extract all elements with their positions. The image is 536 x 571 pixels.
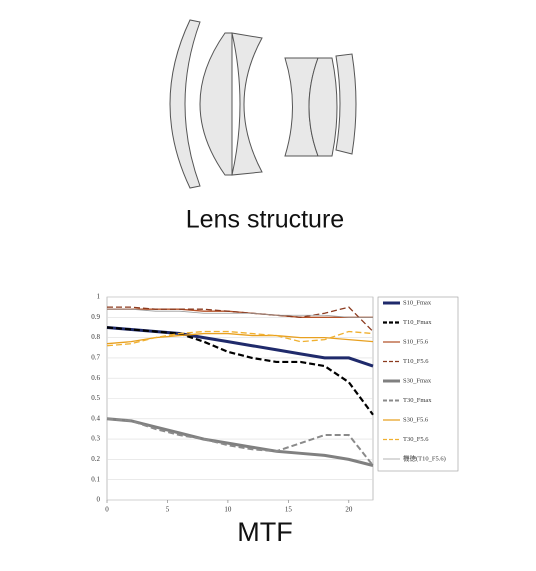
y-tick-label: 0.3	[91, 435, 100, 443]
series-line	[107, 308, 373, 318]
lens-element	[308, 57, 338, 157]
y-tick-label: 0.8	[91, 333, 100, 341]
series-line	[106, 330, 374, 347]
y-tick-label: 0.5	[91, 394, 100, 402]
legend-label: T30_F5.6	[403, 436, 429, 443]
x-tick-label: 0	[105, 506, 109, 514]
lens-element	[231, 32, 263, 176]
x-tick-label: 10	[224, 506, 232, 514]
legend-label: 機徳(T10_F5.6)	[403, 453, 446, 462]
legend-label: T10_Fmax	[403, 319, 432, 326]
y-tick-label: 0.2	[91, 455, 100, 463]
x-tick-label: 20	[345, 506, 353, 514]
legend-label: S10_Fmax	[403, 299, 432, 306]
series-line	[106, 325, 374, 368]
series-line	[106, 417, 374, 467]
y-tick-label: 0.7	[91, 354, 100, 362]
y-tick-label: 0.4	[91, 414, 100, 422]
caption: Lens structure	[186, 206, 344, 234]
legend	[377, 296, 459, 472]
y-tick-label: 0	[97, 496, 101, 504]
legend-label: S10_F5.6	[403, 338, 429, 345]
lens-element	[199, 32, 233, 176]
series-line	[106, 417, 374, 467]
series-line	[107, 308, 373, 318]
x-tick-label: 5	[166, 506, 170, 514]
lens-diagram	[169, 19, 357, 189]
y-tick-label: 0.9	[91, 313, 100, 321]
chart-title: MTF	[237, 517, 292, 547]
lens-element	[169, 19, 201, 189]
legend-label: T30_Fmax	[403, 397, 432, 404]
series-line	[106, 326, 374, 416]
y-tick-label: 0.6	[91, 374, 100, 382]
lens-element	[335, 53, 357, 155]
y-tick-label: 0.1	[91, 475, 100, 483]
x-tick-label: 15	[285, 506, 293, 514]
legend-label: T10_F5.6	[403, 358, 429, 365]
legend-label: S30_F5.6	[403, 416, 429, 423]
legend-label: S30_Fmax	[403, 377, 432, 384]
y-tick-label: 1	[97, 293, 101, 301]
